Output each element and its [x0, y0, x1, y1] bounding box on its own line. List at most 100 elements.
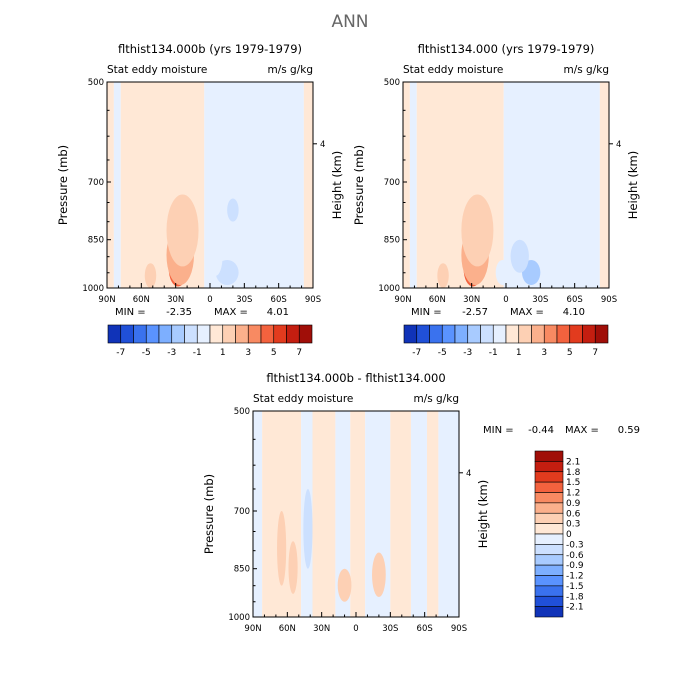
x-tick-label: 60S [271, 295, 287, 305]
colorbar-label: -0.9 [566, 561, 584, 571]
colorbar-label: 7 [592, 348, 598, 358]
y2-axis-label: Height (km) [476, 480, 490, 549]
heatmap-band [107, 82, 114, 288]
x-tick-label: 0 [207, 295, 212, 305]
colorbar-box [298, 324, 313, 344]
colorbar-label: -5 [438, 348, 447, 358]
colorbar-label: -0.3 [566, 540, 584, 550]
stat-max-value: 4.01 [267, 307, 289, 318]
y-tick-label: 1000 [82, 284, 104, 294]
panel-subtitle-left: Stat eddy moisture [253, 393, 353, 405]
colorbar-label: -1 [193, 348, 202, 358]
y-tick-label: 700 [234, 507, 250, 517]
panels: flthist134.000b (yrs 1979-1979) Stat eddy… [56, 42, 640, 634]
x-tick-label: 60S [417, 624, 433, 634]
panel-p3: flthist134.000b - flthist134.000 Stat edd… [202, 371, 640, 634]
heatmap-band [312, 411, 336, 617]
colorbar-label: -7 [116, 348, 125, 358]
colorbar-box [534, 606, 564, 618]
stat-max-value: 0.59 [618, 425, 640, 436]
x-tick-label: 30N [167, 295, 184, 305]
colorbar-box [120, 324, 134, 344]
x-tick-label: 60N [279, 624, 296, 634]
x-tick-label: 90S [601, 295, 617, 305]
panel-subtitle-right: m/s g/kg [563, 64, 609, 76]
colorbar-label: 3 [245, 348, 251, 358]
colorbar-box [209, 324, 224, 344]
heatmap-band [410, 411, 427, 617]
colorbar-box [467, 324, 481, 344]
y2-tick-label: 4 [320, 140, 325, 150]
colorbar-label: 7 [296, 348, 302, 358]
colorbar-label: -3 [167, 348, 176, 358]
colorbar-box [145, 324, 160, 344]
colorbar-box [184, 324, 198, 344]
colorbar-label: 0 [566, 530, 572, 540]
heatmap-band [253, 411, 263, 617]
y-tick-label: 500 [384, 78, 400, 88]
colorbar-box [582, 324, 596, 344]
colorbar-box [480, 324, 494, 344]
heatmap-field [403, 82, 609, 288]
heatmap-band [350, 411, 366, 617]
y-tick-label: 500 [88, 78, 104, 88]
colorbar-label: -5 [142, 348, 151, 358]
y-tick-label: 500 [234, 407, 250, 417]
x-tick-label: 30S [236, 295, 252, 305]
x-tick-label: 90N [394, 295, 411, 305]
colorbar-box [429, 324, 443, 344]
x-tick-label: 30S [532, 295, 548, 305]
colorbar-box [273, 324, 287, 344]
colorbar-box [260, 324, 275, 344]
stat-min-label: MIN = [115, 307, 146, 318]
y-tick-label: 850 [384, 236, 400, 246]
colorbar-box [534, 533, 564, 545]
heatmap-band [409, 82, 417, 288]
y-tick-label: 850 [234, 565, 250, 575]
heatmap-band [390, 411, 411, 617]
heatmap-cell [337, 568, 352, 602]
panel-p1: flthist134.000b (yrs 1979-1979) Stat eddy… [56, 42, 344, 358]
heatmap-band [438, 411, 459, 617]
heatmap-band [403, 82, 410, 288]
colorbar-box [492, 324, 507, 344]
heatmap-band [599, 82, 609, 288]
panel-title: flthist134.000 (yrs 1979-1979) [418, 42, 595, 56]
heatmap-field [253, 411, 459, 617]
colorbar-label: 1.2 [566, 489, 580, 499]
x-tick-label: 0 [503, 295, 508, 305]
heatmap-cell [303, 488, 313, 569]
heatmap-band [113, 82, 121, 288]
x-tick-label: 90S [305, 295, 321, 305]
colorbar-box [235, 324, 249, 344]
colorbar-label: 5 [567, 348, 573, 358]
colorbar-box [534, 512, 564, 524]
colorbar-box [403, 324, 418, 344]
colorbar-label: -1.8 [566, 592, 584, 602]
heatmap-band [335, 411, 351, 617]
colorbar-box [107, 324, 122, 344]
x-tick-label: 60N [133, 295, 150, 305]
heatmap-cell [461, 194, 494, 267]
y2-axis-label: Height (km) [626, 151, 640, 220]
colorbar-box [534, 461, 564, 473]
x-tick-label: 30N [313, 624, 330, 634]
heatmap-cell [437, 263, 449, 288]
heatmap-cell [208, 236, 223, 276]
colorbar-label: 1 [516, 348, 522, 358]
colorbar-box [534, 575, 564, 587]
stat-max-label: MAX = [565, 425, 599, 436]
stat-min-label: MIN = [483, 425, 514, 436]
colorbar-label: -2.1 [566, 603, 584, 613]
heatmap-cell [277, 510, 287, 586]
colorbar-box [416, 324, 430, 344]
colorbar-box [569, 324, 583, 344]
colorbar-label: 5 [271, 348, 277, 358]
colorbar-box [158, 324, 173, 344]
x-tick-label: 0 [353, 624, 358, 634]
colorbar-box [534, 492, 564, 504]
heatmap-cell [144, 263, 157, 288]
colorbar-box [534, 544, 564, 556]
colorbar-box [222, 324, 236, 344]
